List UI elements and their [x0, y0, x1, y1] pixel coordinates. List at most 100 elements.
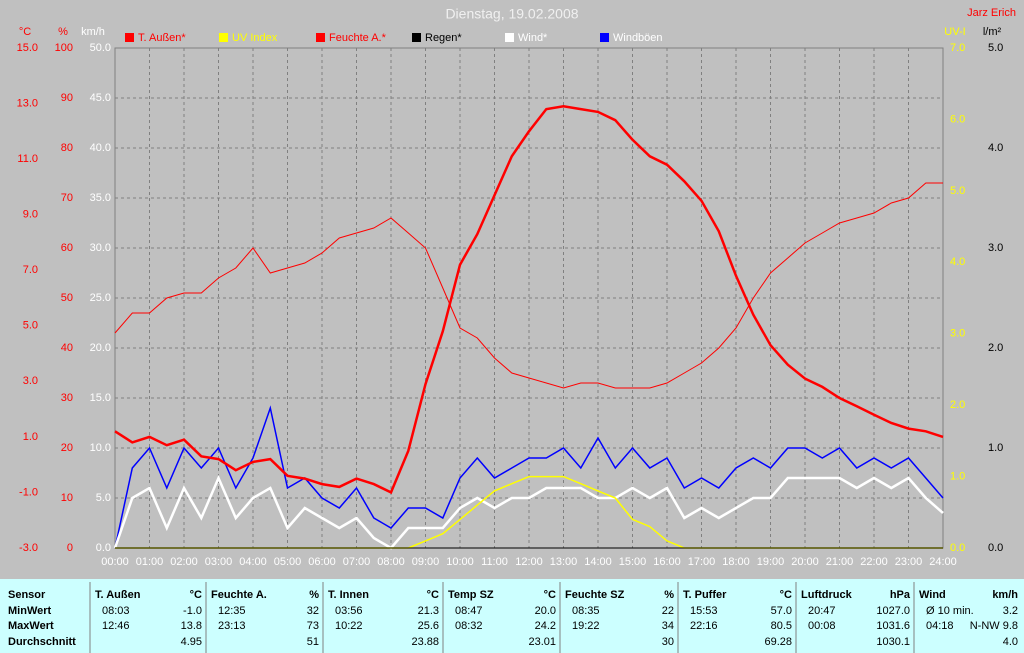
y-tick-label: 70 — [61, 192, 73, 204]
group-unit: hPa — [890, 589, 911, 601]
x-tick-label: 14:00 — [584, 556, 612, 568]
table-cell: 23.88 — [411, 636, 439, 648]
table-cell: 00:08 — [808, 620, 836, 632]
table-cell: 20.0 — [535, 605, 556, 617]
y-tick-label: 3.0 — [950, 328, 965, 340]
x-tick-label: 19:00 — [757, 556, 785, 568]
table-cell: 25.6 — [418, 620, 439, 632]
table-cell: 23.01 — [528, 636, 556, 648]
group-name: Feuchte SZ — [565, 589, 625, 601]
y-tick-label: 20.0 — [90, 342, 111, 354]
group-unit: km/h — [992, 589, 1018, 601]
y-tick-label: 7.0 — [23, 264, 38, 276]
table-cell: Ø 10 min. — [926, 605, 974, 617]
table-cell: 4.0 — [1003, 636, 1018, 648]
legend-label: T. Außen* — [138, 32, 186, 44]
x-tick-label: 12:00 — [515, 556, 543, 568]
y-tick-label: -1.0 — [19, 486, 38, 498]
y-tick-label: 60 — [61, 242, 73, 254]
axis-label: l/m² — [983, 26, 1002, 38]
y-tick-label: 7.0 — [950, 42, 965, 54]
table-cell: 04:18 — [926, 620, 954, 632]
table-cell: 69.28 — [764, 636, 792, 648]
y-tick-label: 5.0 — [950, 185, 965, 197]
y-tick-label: 11.0 — [17, 153, 38, 165]
table-cell: 1031.6 — [876, 620, 910, 632]
legend-label: Regen* — [425, 32, 462, 44]
y-tick-label: 80 — [61, 142, 73, 154]
table-cell: 08:47 — [455, 605, 483, 617]
legend-swatch — [316, 33, 325, 42]
x-tick-label: 22:00 — [860, 556, 888, 568]
table-cell: 12:46 — [102, 620, 130, 632]
y-tick-label: 5.0 — [23, 320, 38, 332]
series-line — [114, 182, 943, 389]
legend-swatch — [219, 33, 228, 42]
y-tick-label: 40.0 — [90, 142, 111, 154]
x-tick-label: 23:00 — [895, 556, 923, 568]
series-line — [113, 474, 944, 550]
y-tick-label: 40 — [61, 342, 73, 354]
group-name: Wind — [919, 589, 946, 601]
y-tick-label: 5.0 — [988, 42, 1003, 54]
group-name: T. Innen — [328, 589, 369, 601]
table-cell: 12:35 — [218, 605, 246, 617]
x-tick-label: 02:00 — [170, 556, 198, 568]
group-unit: °C — [190, 589, 202, 601]
table-cell: 80.5 — [771, 620, 792, 632]
y-tick-label: 4.0 — [950, 256, 965, 268]
table-cell: 3.2 — [1003, 605, 1018, 617]
table-cell: 24.2 — [535, 620, 556, 632]
table-cell: 1027.0 — [876, 605, 910, 617]
x-tick-label: 05:00 — [274, 556, 302, 568]
axis-label: % — [58, 26, 68, 38]
group-name: T. Außen — [95, 589, 141, 601]
row-label: MinWert — [8, 605, 52, 617]
table-cell: 23:13 — [218, 620, 246, 632]
y-tick-label: 5.0 — [96, 492, 111, 504]
group-unit: °C — [544, 589, 556, 601]
x-tick-label: 11:00 — [481, 556, 508, 568]
y-tick-label: 10 — [61, 492, 73, 504]
legend-label: UV Index — [232, 32, 278, 44]
table-cell: 15:53 — [690, 605, 718, 617]
x-tick-label: 01:00 — [136, 556, 164, 568]
y-tick-label: 25.0 — [90, 292, 111, 304]
x-tick-label: 24:00 — [929, 556, 957, 568]
row-label: MaxWert — [8, 620, 54, 632]
table-cell: 1030.1 — [876, 636, 910, 648]
x-tick-label: 00:00 — [101, 556, 129, 568]
table-cell: 08:35 — [572, 605, 600, 617]
table-cell: 20:47 — [808, 605, 836, 617]
table-cell: 30 — [662, 636, 674, 648]
x-tick-label: 16:00 — [653, 556, 681, 568]
table-cell: -1.0 — [183, 605, 202, 617]
x-tick-label: 09:00 — [412, 556, 440, 568]
table-cell: 21.3 — [418, 605, 439, 617]
table-background — [0, 579, 1024, 653]
table-cell: 51 — [307, 636, 319, 648]
table-cell: 57.0 — [771, 605, 792, 617]
y-tick-label: -3.0 — [19, 542, 38, 554]
row-label: Durchschnitt — [8, 636, 76, 648]
y-tick-label: 15.0 — [90, 392, 111, 404]
table-cell: N-NW 9.8 — [970, 620, 1018, 632]
group-name: Luftdruck — [801, 589, 853, 601]
group-name: Temp SZ — [448, 589, 494, 601]
x-tick-label: 15:00 — [619, 556, 647, 568]
table-cell: 34 — [662, 620, 674, 632]
y-tick-label: 30 — [61, 392, 73, 404]
series-line — [114, 105, 944, 495]
x-tick-label: 06:00 — [308, 556, 336, 568]
chart-title: Dienstag, 19.02.2008 — [445, 6, 578, 22]
y-tick-label: 3.0 — [988, 242, 1003, 254]
y-tick-label: 0.0 — [96, 542, 111, 554]
y-tick-label: 50 — [61, 292, 73, 304]
legend-swatch — [505, 33, 514, 42]
axis-label: °C — [19, 26, 31, 38]
axis-label: km/h — [81, 26, 105, 38]
y-tick-label: 2.0 — [950, 399, 965, 411]
table-cell: 22:16 — [690, 620, 718, 632]
y-tick-label: 6.0 — [950, 113, 965, 125]
y-tick-label: 90 — [61, 92, 73, 104]
